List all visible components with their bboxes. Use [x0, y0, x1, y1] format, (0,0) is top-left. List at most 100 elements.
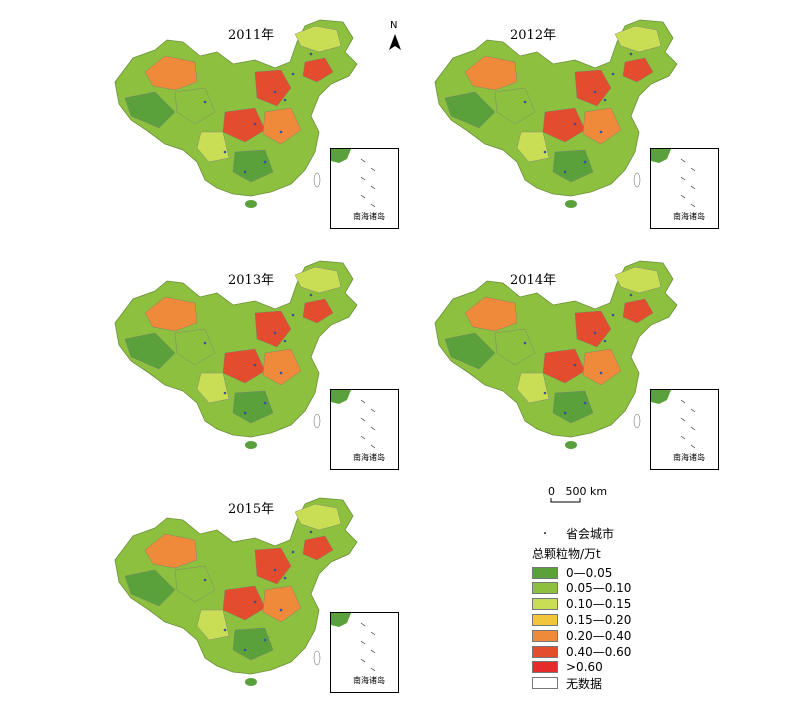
- region-area: [302, 298, 334, 324]
- legend-label: 0—0.05: [566, 565, 613, 580]
- region-area: [494, 328, 536, 366]
- capital-dot: [629, 52, 633, 56]
- capital-dot: [223, 150, 227, 154]
- legend-swatch: [532, 614, 558, 627]
- capital-dot: [203, 341, 207, 345]
- capital-dot: [599, 371, 603, 375]
- map-panel-2015: 2015年 南海诸岛: [105, 490, 405, 693]
- hainan-island: [565, 200, 577, 208]
- region-area: [232, 627, 274, 661]
- legend-capital-label: 省会城市: [566, 527, 615, 542]
- panel-year: 2012年: [510, 28, 557, 43]
- capital-dot: [273, 331, 277, 335]
- legend-swatch: [532, 566, 558, 579]
- capital-dot: [223, 391, 227, 395]
- region-area: [232, 390, 274, 424]
- capital-dot: [203, 578, 207, 582]
- region-area: [254, 547, 292, 585]
- legend-swatch: [532, 661, 558, 674]
- capital-dot: [291, 313, 295, 317]
- region-area: [196, 372, 230, 404]
- region-area: [302, 57, 334, 83]
- legend-item: 0—0.05: [532, 565, 631, 581]
- region-area: [222, 585, 266, 621]
- capital-dot: [593, 331, 597, 335]
- region-area: [196, 131, 230, 163]
- scale-bar-line: [550, 498, 581, 503]
- region-area: [144, 533, 198, 569]
- capital-dot: [603, 98, 607, 102]
- region-area: [542, 348, 586, 384]
- taiwan-island: [313, 650, 321, 666]
- capital-dot: [283, 339, 287, 343]
- capital-dot: [593, 90, 597, 94]
- map-panel-2012: 2012年 南海诸岛: [425, 12, 725, 229]
- legend-label: 0.40—0.60: [566, 644, 632, 659]
- region-area: [552, 390, 594, 424]
- capital-dot: [583, 401, 587, 405]
- region-area: [144, 296, 198, 332]
- hainan-island: [245, 678, 257, 686]
- hainan-island: [245, 441, 257, 449]
- capital-dot: [291, 72, 295, 76]
- capital-dot-icon: ·: [542, 525, 548, 542]
- region-area: [144, 55, 198, 91]
- china-map: [434, 260, 678, 449]
- capital-dot: [279, 608, 283, 612]
- capital-dot: [279, 371, 283, 375]
- region-area: [294, 266, 342, 294]
- region-area: [444, 91, 496, 129]
- map-legend: · 省会城市 总颗粒物/万t 0—0.05 0.05—0.10 0.10—0.15 0…: [532, 526, 631, 691]
- legend-item: 无数据: [532, 675, 631, 691]
- inset-label: 南海诸岛: [673, 212, 705, 221]
- region-area: [254, 69, 292, 107]
- capital-dot: [309, 293, 313, 297]
- inset-label: 南海诸岛: [353, 212, 385, 221]
- hainan-island: [245, 200, 257, 208]
- north-label: N: [390, 20, 398, 31]
- legend-item: >0.60: [532, 660, 631, 676]
- region-area: [294, 25, 342, 53]
- capital-dot: [273, 568, 277, 572]
- legend-item: 0.40—0.60: [532, 644, 631, 660]
- legend-label: 0.10—0.15: [566, 597, 632, 612]
- region-area: [262, 585, 302, 623]
- region-area: [254, 310, 292, 348]
- inset-label: 南海诸岛: [353, 676, 385, 685]
- region-area: [262, 107, 302, 145]
- region-area: [614, 25, 662, 53]
- capital-dot: [309, 530, 313, 534]
- legend-capital: · 省会城市: [532, 526, 631, 542]
- capital-dot: [543, 391, 547, 395]
- taiwan-island: [633, 172, 641, 188]
- region-area: [124, 332, 176, 370]
- region-area: [222, 348, 266, 384]
- legend-item: 0.05—0.10: [532, 581, 631, 597]
- region-area: [552, 149, 594, 183]
- china-map: [114, 260, 358, 449]
- inset-map: [331, 390, 376, 449]
- region-area: [542, 107, 586, 143]
- legend-label: 0.05—0.10: [566, 581, 632, 596]
- capital-dot: [309, 52, 313, 56]
- inset-map: [651, 149, 696, 208]
- region-area: [302, 535, 334, 561]
- capital-dot: [563, 170, 567, 174]
- scale-label: 0 500 km: [548, 485, 608, 498]
- inset-map: [331, 613, 376, 672]
- capital-dot: [253, 363, 257, 367]
- inset-label: 南海诸岛: [673, 453, 705, 462]
- region-area: [124, 91, 176, 129]
- region-area: [124, 569, 176, 607]
- region-area: [622, 57, 654, 83]
- legend-items: 0—0.05 0.05—0.10 0.10—0.15 0.15—0.20 0.20—0.…: [532, 565, 631, 691]
- capital-dot: [283, 576, 287, 580]
- legend-label: >0.60: [566, 660, 603, 675]
- region-area: [464, 296, 518, 332]
- capital-dot: [291, 550, 295, 554]
- region-area: [614, 266, 662, 294]
- inset-label: 南海诸岛: [353, 453, 385, 462]
- capital-dot: [611, 72, 615, 76]
- capital-dot: [543, 150, 547, 154]
- legend-swatch: [532, 629, 558, 642]
